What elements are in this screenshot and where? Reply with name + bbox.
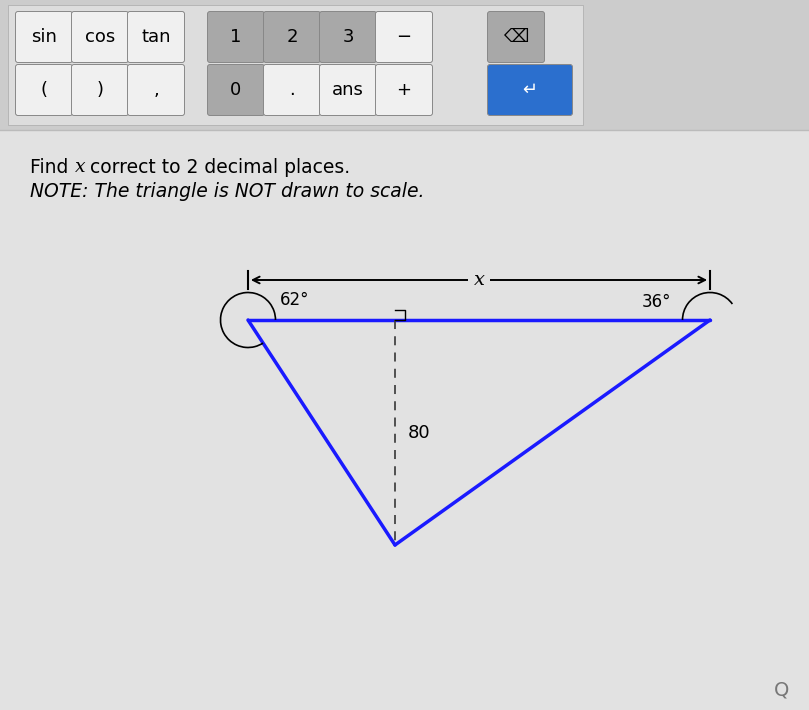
Text: −: − xyxy=(396,28,412,46)
FancyBboxPatch shape xyxy=(375,65,433,116)
Text: NOTE: The triangle is NOT drawn to scale.: NOTE: The triangle is NOT drawn to scale… xyxy=(30,182,425,201)
Text: sin: sin xyxy=(31,28,57,46)
Text: correct to 2 decimal places.: correct to 2 decimal places. xyxy=(84,158,350,177)
Text: ↵: ↵ xyxy=(523,81,537,99)
Text: ,: , xyxy=(153,81,159,99)
Text: 3: 3 xyxy=(342,28,354,46)
FancyBboxPatch shape xyxy=(15,65,73,116)
Text: 62°: 62° xyxy=(280,291,310,309)
FancyBboxPatch shape xyxy=(71,65,129,116)
Text: +: + xyxy=(396,81,412,99)
Bar xyxy=(0,0,809,130)
FancyBboxPatch shape xyxy=(375,11,433,62)
FancyBboxPatch shape xyxy=(128,65,184,116)
Text: tan: tan xyxy=(142,28,171,46)
Text: 80: 80 xyxy=(408,423,430,442)
Bar xyxy=(0,0,809,110)
Text: ⌫: ⌫ xyxy=(503,28,529,46)
FancyBboxPatch shape xyxy=(207,11,265,62)
Text: 1: 1 xyxy=(231,28,242,46)
FancyBboxPatch shape xyxy=(128,11,184,62)
Text: 2: 2 xyxy=(286,28,298,46)
FancyBboxPatch shape xyxy=(71,11,129,62)
Text: .: . xyxy=(289,81,294,99)
Text: ): ) xyxy=(96,81,104,99)
Text: ans: ans xyxy=(332,81,364,99)
Bar xyxy=(8,5,583,125)
FancyBboxPatch shape xyxy=(207,65,265,116)
Text: Find: Find xyxy=(30,158,74,177)
FancyBboxPatch shape xyxy=(15,11,73,62)
Text: Q: Q xyxy=(774,680,790,699)
Text: (: ( xyxy=(40,81,48,99)
FancyBboxPatch shape xyxy=(488,11,544,62)
Text: x: x xyxy=(473,271,485,289)
FancyBboxPatch shape xyxy=(264,65,320,116)
Text: 0: 0 xyxy=(231,81,242,99)
FancyBboxPatch shape xyxy=(320,65,376,116)
FancyBboxPatch shape xyxy=(264,11,320,62)
Text: x: x xyxy=(75,158,86,176)
FancyBboxPatch shape xyxy=(320,11,376,62)
Text: cos: cos xyxy=(85,28,115,46)
Text: 36°: 36° xyxy=(642,293,671,311)
FancyBboxPatch shape xyxy=(488,65,573,116)
